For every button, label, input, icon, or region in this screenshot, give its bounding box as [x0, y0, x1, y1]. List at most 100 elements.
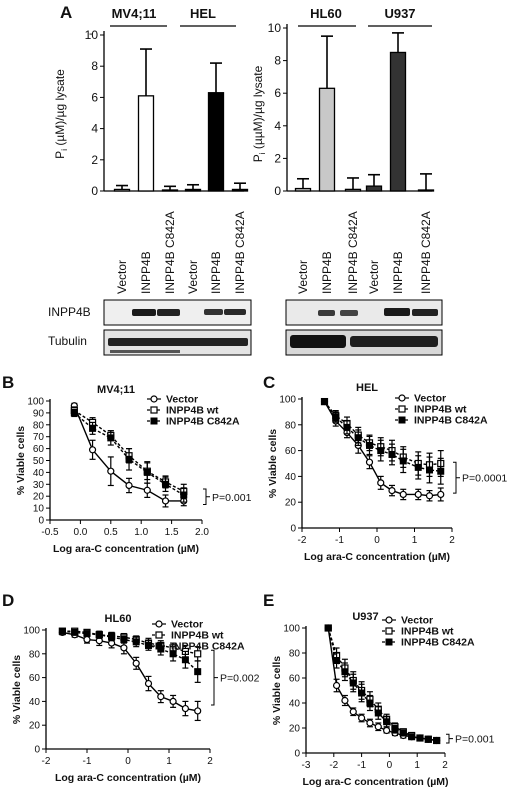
bar	[207, 92, 225, 192]
bar	[344, 188, 362, 192]
lane-label: INPP4B C842A	[233, 211, 247, 294]
x-tick-label: 0	[387, 760, 393, 771]
data-point-square-filled	[388, 450, 396, 458]
x-tick-label: 2	[207, 756, 213, 767]
group-label-hl60: HL60	[310, 6, 342, 21]
blot-band	[157, 309, 180, 316]
western-blot-left	[103, 299, 252, 356]
data-point-circle	[349, 708, 357, 716]
data-point-square-open	[385, 627, 393, 635]
lane-labels-left: Vector INPP4B INPP4B C842A Vector INPP4B INPP…	[115, 211, 247, 294]
y-tick-label: 6	[274, 86, 281, 100]
data-point-square-filled	[180, 491, 188, 499]
p-value-label: P=0.002	[220, 673, 260, 685]
data-point-square-filled	[324, 624, 332, 632]
y-tick-label: 80	[285, 420, 297, 431]
bar	[365, 185, 383, 192]
panel-letter-c: C	[263, 373, 275, 392]
data-point-square-filled	[398, 416, 406, 424]
lane-label: INPP4B	[391, 251, 405, 294]
legend-label: INPP4B wt	[414, 404, 467, 416]
data-point-square-filled	[414, 463, 422, 471]
panel-a-left-ylabel: Pi (µM)/µg lysate	[53, 69, 69, 159]
group-label-mv411: MV4;11	[112, 6, 157, 21]
x-tick-label: 0.5	[104, 527, 118, 538]
y-axis-title: % Viable cells	[11, 655, 23, 724]
bar	[231, 188, 249, 192]
y-tick-label: 100	[27, 397, 44, 408]
data-point-square-filled	[132, 638, 140, 646]
data-point-square-open	[194, 650, 202, 658]
legend-label: Vector	[166, 394, 198, 406]
data-point-square-filled	[358, 689, 366, 697]
blot-band	[350, 336, 438, 347]
data-point-circle	[414, 490, 422, 499]
data-point-square-filled	[150, 417, 158, 425]
line-chart-c: HEL 0 20 40 60 80 100 -2 -1 0 1 2 Log ara-C concentr…	[267, 382, 507, 563]
data-point-circle	[399, 490, 407, 499]
y-tick-label: 90	[33, 408, 45, 419]
lane-label: Vector	[186, 260, 200, 294]
x-tick-label: -2	[298, 535, 307, 546]
panel-a-left-group-headers: MV4;11 HEL -	[89, 6, 236, 40]
blot-band	[318, 310, 335, 316]
data-point-circle	[341, 696, 349, 705]
x-tick-label: -3	[302, 760, 311, 771]
y-tick-label: 50	[33, 456, 45, 467]
data-point-circle	[143, 486, 151, 494]
data-point-square-open	[150, 406, 158, 414]
chart-title: MV4;11	[97, 384, 135, 396]
data-point-square-filled	[169, 650, 177, 658]
bar	[318, 87, 336, 192]
p-value-bracket	[203, 488, 210, 506]
x-tick-label: 1.5	[165, 527, 179, 538]
chart-title: U937	[352, 611, 378, 623]
panel-letter-b: B	[2, 373, 14, 392]
data-point-circle	[120, 644, 128, 652]
legend-label: INPP4B wt	[171, 630, 224, 642]
data-point-square-filled	[433, 737, 441, 744]
data-point-square-filled	[424, 735, 432, 743]
series-line	[323, 401, 441, 466]
data-point-circle	[425, 492, 434, 500]
y-tick-label: 30	[33, 480, 45, 491]
y-tick-label: 0	[34, 745, 40, 756]
bar	[137, 95, 155, 192]
data-point-circle	[83, 635, 91, 644]
x-tick-label: -1	[335, 535, 344, 546]
data-point-circle	[377, 479, 385, 487]
data-point-circle	[194, 707, 202, 715]
legend-label: INPP4B wt	[166, 405, 219, 417]
y-tick-label: 0	[274, 184, 281, 198]
data-point-square-filled	[194, 668, 202, 676]
lane-label: Vector	[367, 260, 381, 294]
data-point-circle	[383, 726, 391, 735]
x-tick-label: -1	[83, 756, 92, 767]
data-point-square-filled	[385, 638, 393, 646]
data-point-square-open	[155, 631, 163, 639]
panel-letter-d: D	[2, 591, 14, 610]
data-point-square-filled	[321, 398, 328, 406]
line-chart-e: U937 0 20 40 60 80 100 -3 -2 -1 0 1 2 Log ara-C conce…	[271, 611, 495, 788]
x-tick-label: 1	[414, 760, 420, 771]
blot-band	[224, 309, 246, 315]
blot-band	[340, 310, 358, 316]
y-tick-label: 80	[33, 420, 45, 431]
x-tick-label: -2	[329, 760, 338, 771]
data-point-square-filled	[162, 480, 170, 488]
lane-labels-right: Vector INPP4B INPP4B C842A Vector INPP4B INPP…	[296, 211, 433, 294]
panel-letter-e: E	[263, 591, 274, 610]
panel-a-right-ylabel: Pi (µµM)/µg lysate	[251, 65, 267, 162]
legend-label: Vector	[401, 615, 433, 627]
data-point-square-filled	[143, 468, 151, 476]
panel-letter-a: A	[60, 3, 72, 22]
y-tick-label: 40	[285, 472, 297, 483]
data-point-circle	[374, 723, 382, 731]
data-point-circle	[144, 679, 153, 688]
blot-band	[132, 309, 156, 316]
lane-label: INPP4B C842A	[346, 211, 360, 294]
y-tick-label: 40	[33, 468, 45, 479]
y-tick-label: 60	[289, 674, 301, 685]
y-tick-label: 2	[91, 153, 98, 167]
